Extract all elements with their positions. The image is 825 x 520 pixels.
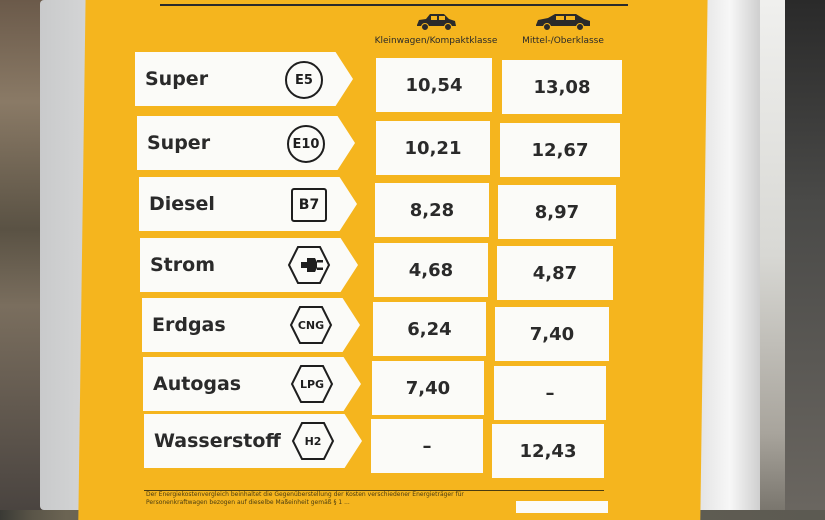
fuel-name: Super xyxy=(145,68,209,90)
price-small-erdgas-h: 6,24 xyxy=(373,302,486,356)
background-right-dark xyxy=(785,0,825,510)
price-small-wasserstoff: – xyxy=(371,419,483,473)
fuel-name: Strom xyxy=(150,254,215,276)
price-mid-super-e10: 12,67 xyxy=(500,123,620,177)
fuel-name: Diesel xyxy=(149,193,215,215)
fuel-name: Autogas xyxy=(153,373,242,395)
price-mid-super: 13,08 xyxy=(502,60,622,114)
price-mid-erdgas-h: 7,40 xyxy=(495,307,609,361)
electric-plug-icon xyxy=(287,245,331,285)
fuel-label-arrow xyxy=(144,414,362,468)
cng-badge-label: CNG xyxy=(297,318,325,332)
column-header-small-car: Kleinwagen/Kompaktklasse xyxy=(371,12,501,46)
fuel-label-arrow xyxy=(139,177,357,231)
small-car-icon xyxy=(417,14,456,31)
h2-badge-icon: H2 xyxy=(291,421,335,461)
price-small-super: 10,54 xyxy=(376,58,492,112)
fuel-label-arrow xyxy=(143,357,361,411)
mid-car-icon xyxy=(536,14,590,31)
column-header-mid-car-label: Mittel-/Oberklasse xyxy=(522,36,604,46)
e5-badge-icon: E5 xyxy=(285,61,323,99)
footer-text: Der Energiekostenvergleich beinhaltet di… xyxy=(146,491,464,506)
e10-badge-icon: E10 xyxy=(287,125,325,163)
fuel-label-arrow xyxy=(140,238,358,292)
column-header-mid-car: Mittel-/Oberklasse xyxy=(498,12,628,46)
fuel-label-arrow xyxy=(142,298,360,352)
h2-badge-label: H2 xyxy=(304,434,322,448)
top-rule xyxy=(160,4,628,6)
price-small-strom: 4,68 xyxy=(374,243,488,297)
lpg-badge-label: LPG xyxy=(299,377,325,391)
bottom-rule xyxy=(144,490,604,491)
price-small-super-e10: 10,21 xyxy=(376,121,490,175)
price-mid-strom: 4,87 xyxy=(497,246,613,300)
price-mid-wasserstoff: 12,43 xyxy=(492,424,604,478)
footer-panel xyxy=(516,501,608,513)
price-small-autogas: 7,40 xyxy=(372,361,484,415)
sign-frame-right xyxy=(700,0,760,510)
column-header-small-car-label: Kleinwagen/Kompaktklasse xyxy=(374,36,498,46)
fuel-name: Wasserstoff xyxy=(154,430,281,452)
price-mid-autogas: – xyxy=(494,366,606,420)
price-small-diesel: 8,28 xyxy=(375,183,489,237)
cng-badge-icon: CNG xyxy=(289,305,333,345)
lpg-badge-icon: LPG xyxy=(290,364,334,404)
price-mid-diesel: 8,97 xyxy=(498,185,616,239)
b7-badge-icon: B7 xyxy=(291,188,327,222)
